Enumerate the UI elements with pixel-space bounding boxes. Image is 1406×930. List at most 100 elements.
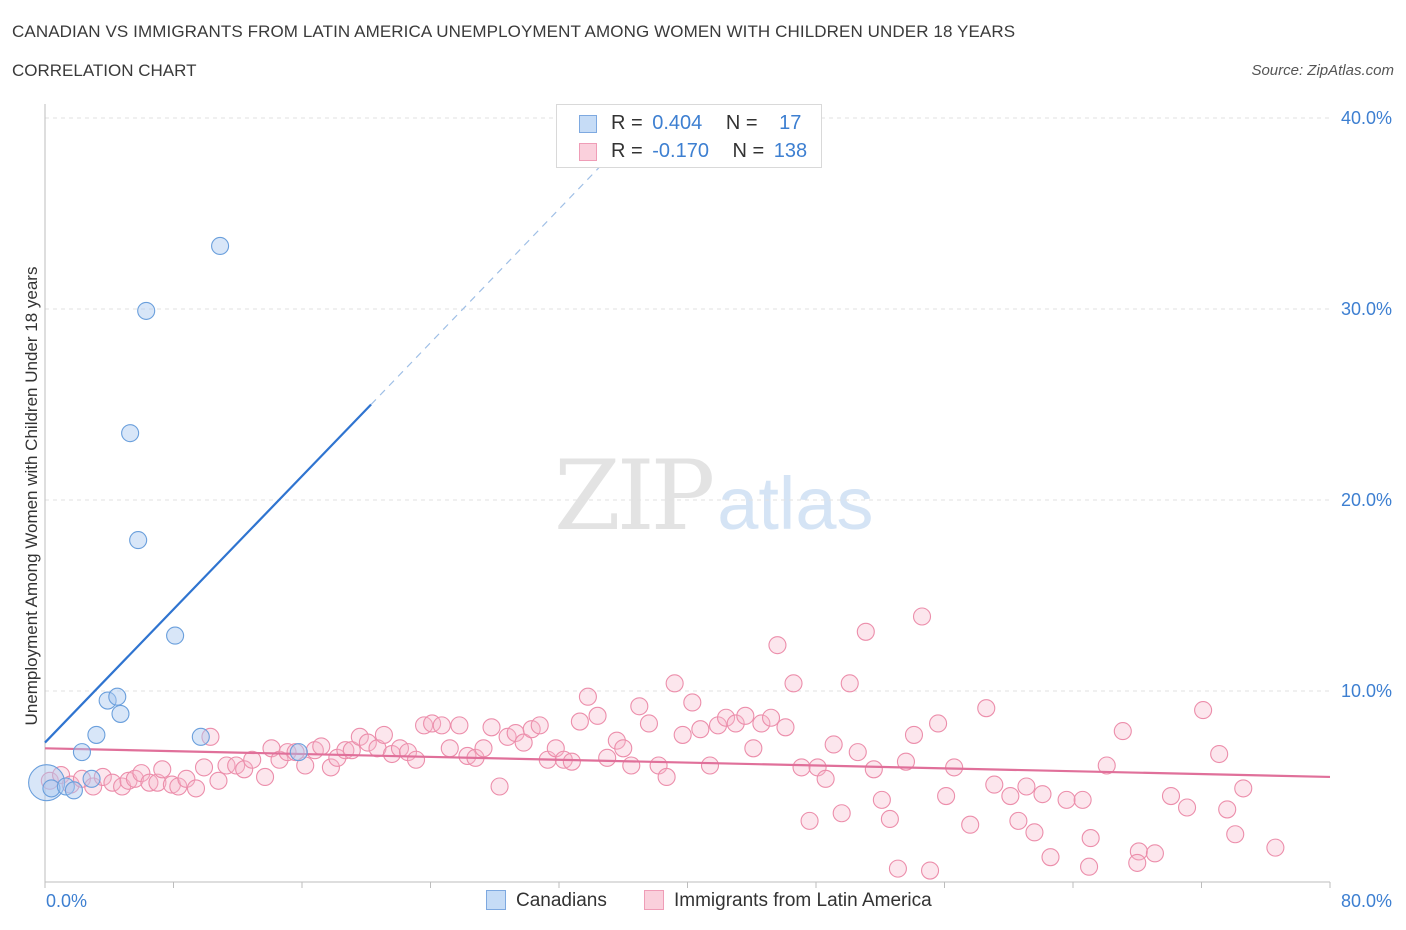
legend-n-value: 17: [779, 112, 802, 134]
legend-item-immigrants[interactable]: Immigrants from Latin America: [644, 890, 932, 912]
legend-n-label: N =: [725, 112, 758, 134]
immigrants-point: [1177, 798, 1197, 817]
immigrants-point: [657, 767, 676, 787]
immigrants-point: [896, 752, 916, 771]
immigrants-point: [665, 674, 684, 693]
immigrants-point: [744, 739, 763, 758]
immigrants-point: [1234, 779, 1253, 798]
canadians-point: [129, 531, 148, 550]
immigrants-point: [1025, 823, 1044, 842]
immigrants-point: [912, 607, 932, 626]
immigrants-point: [321, 758, 340, 777]
immigrants-point: [607, 731, 626, 750]
immigrants-point: [800, 811, 819, 830]
immigrants-point: [1218, 800, 1237, 819]
watermark-atlas: atlas: [717, 462, 874, 545]
immigrants-point: [937, 786, 956, 806]
immigrants-point: [904, 725, 924, 744]
immigrants-point: [1001, 786, 1020, 806]
immigrants-point: [622, 756, 641, 775]
immigrants-point: [1041, 848, 1060, 867]
legend-r-label: R =: [611, 140, 643, 162]
immigrants-point: [1145, 844, 1164, 863]
immigrants-trend-line: [44, 747, 1331, 779]
immigrants-point: [784, 674, 803, 693]
y-tick-label: 20.0%: [1340, 490, 1392, 510]
immigrants-point: [588, 706, 607, 725]
immigrants-point: [1210, 744, 1229, 764]
immigrants-point: [977, 699, 996, 718]
immigrants-point: [570, 712, 589, 731]
canadians-swatch: [579, 114, 597, 133]
watermark: ZIPatlas: [554, 440, 874, 552]
immigrants-point: [186, 779, 206, 798]
immigrants-point: [1128, 853, 1147, 872]
immigrants-point: [1081, 829, 1100, 848]
immigrants-point: [1097, 756, 1116, 775]
immigrants-point: [776, 718, 795, 737]
immigrants-point: [1073, 790, 1092, 809]
immigrants-point: [358, 733, 377, 752]
canadians-point: [87, 725, 106, 744]
legend-row-immigrants: R = -0.170 N = 138: [579, 140, 807, 164]
x-tick-label-min: 0.0%: [46, 891, 88, 911]
immigrants-point: [888, 859, 907, 878]
immigrants-point: [832, 804, 851, 823]
immigrants-point: [824, 735, 843, 754]
legend-n-label: N =: [732, 140, 765, 162]
canadians-point: [289, 743, 308, 762]
immigrants-point: [52, 765, 71, 785]
immigrants-point: [217, 756, 236, 775]
immigrants-point: [450, 716, 469, 735]
immigrants-point: [639, 714, 659, 733]
immigrants-point: [490, 777, 509, 796]
y-axis-label: Unemployment Among Women with Children U…: [22, 266, 41, 726]
immigrants-point: [840, 674, 859, 693]
canadians-point: [82, 769, 101, 788]
immigrants-point: [1009, 811, 1028, 830]
immigrants-point: [514, 733, 533, 752]
source-label[interactable]: Source: ZipAtlas.com: [1251, 62, 1394, 79]
immigrants-point: [209, 771, 228, 790]
legend-n-value: 138: [773, 140, 808, 162]
immigrants-point: [673, 725, 692, 744]
immigrants-point: [630, 697, 649, 716]
immigrants-point: [440, 739, 459, 758]
immigrants-point: [792, 758, 811, 777]
immigrants-point: [1266, 838, 1285, 857]
immigrants-point: [864, 760, 883, 779]
immigrants-point: [194, 758, 214, 777]
immigrants-point: [256, 767, 275, 787]
legend-row-canadians: R = 0.404 N = 17: [579, 112, 801, 136]
immigrants-point: [201, 727, 220, 746]
immigrants-point: [1194, 701, 1213, 720]
immigrants-point: [1129, 842, 1148, 861]
legend-r-label: R =: [611, 112, 643, 134]
immigrants-point: [1033, 785, 1052, 804]
immigrants-point: [1017, 777, 1036, 796]
canadians-point: [111, 704, 130, 723]
x-tick-label-max: 80.0%: [1340, 891, 1392, 911]
y-tick-label: 10.0%: [1340, 681, 1392, 701]
canadians-point: [42, 779, 61, 798]
immigrants-point: [482, 718, 501, 737]
immigrants-point: [474, 739, 493, 758]
immigrants-point: [985, 775, 1004, 794]
immigrants-point: [1226, 825, 1245, 844]
immigrants-point: [1057, 790, 1076, 809]
canadians-point: [28, 764, 66, 802]
immigrants-point: [816, 769, 835, 788]
canadians-point: [211, 236, 230, 256]
legend-item-canadians[interactable]: Canadians: [486, 890, 607, 912]
immigrants-point: [578, 687, 597, 706]
immigrants-swatch: [644, 890, 664, 910]
immigrants-point: [1080, 857, 1099, 876]
immigrants-point: [598, 748, 617, 767]
canadians-point: [191, 727, 210, 746]
immigrants-point: [153, 760, 172, 779]
immigrants-point: [726, 714, 745, 733]
immigrants-point: [93, 767, 112, 787]
immigrants-point: [768, 636, 787, 655]
immigrants-point: [177, 769, 196, 788]
chart-title: CANADIAN VS IMMIGRANTS FROM LATIN AMERIC…: [12, 22, 1016, 41]
